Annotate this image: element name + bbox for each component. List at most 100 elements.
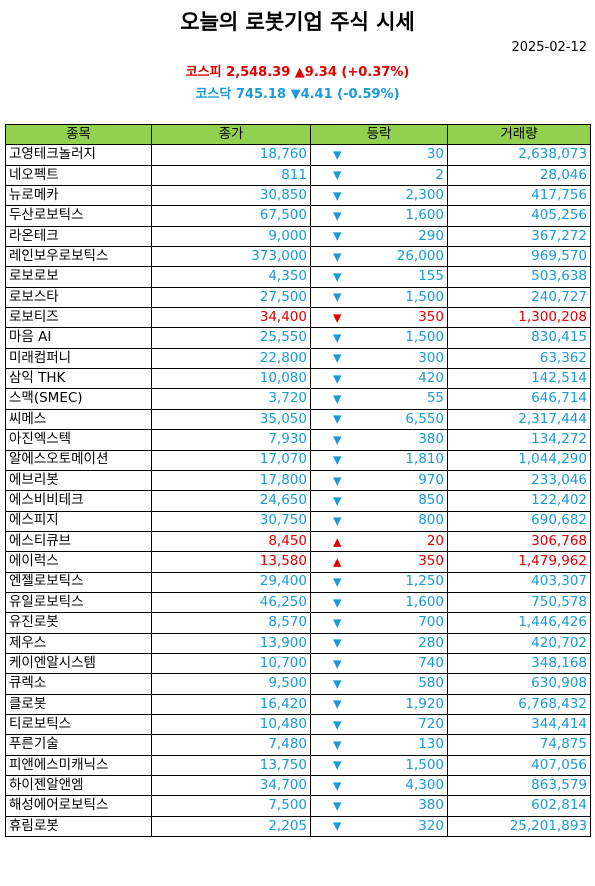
stock-change-cell: ▼ 300 <box>310 347 448 370</box>
stock-change: 740 <box>418 654 444 671</box>
stock-change: 970 <box>418 471 444 488</box>
stock-change: 1,500 <box>405 288 444 305</box>
stock-change: 1,810 <box>405 451 444 468</box>
stock-name: 하이젠알앤엠 <box>5 774 152 797</box>
stock-name: 피앤에스미캐닉스 <box>5 754 152 777</box>
stock-price: 35,050 <box>151 408 311 431</box>
stock-change-cell: ▼ 700 <box>310 612 448 634</box>
stock-change: 2 <box>435 166 444 183</box>
stock-name: 유일로보틱스 <box>5 591 152 614</box>
down-arrow-icon: ▼ <box>333 636 342 650</box>
stock-change-cell: ▼ 4,300 <box>310 774 448 797</box>
down-arrow-icon: ▼ <box>333 209 342 223</box>
stock-change-cell: ▼ 2 <box>310 164 448 187</box>
stock-name: 마음 AI <box>5 327 152 349</box>
down-arrow-icon: ▼ <box>333 575 342 589</box>
stock-volume: 403,307 <box>447 571 591 593</box>
stock-price: 30,850 <box>151 185 311 207</box>
down-arrow-icon: ▼ <box>333 677 342 691</box>
stock-change-cell: ▼ 1,500 <box>310 327 448 349</box>
down-arrow-icon: ▼ <box>333 412 342 426</box>
stock-change: 6,550 <box>405 410 444 427</box>
stock-name: 두산로보틱스 <box>5 205 152 227</box>
table-row: 고영테크놀러지 18,760 ▼ 30 2,638,073 <box>5 144 591 166</box>
stock-change-cell: ▼ 380 <box>310 429 448 451</box>
up-arrow-icon: ▲ <box>333 555 342 569</box>
down-arrow-icon: ▼ <box>333 657 342 671</box>
stock-change: 1,500 <box>405 756 444 773</box>
down-arrow-icon: ▼ <box>333 189 342 203</box>
down-arrow-icon: ▼ <box>333 351 342 365</box>
stock-volume: 367,272 <box>447 225 591 248</box>
stock-name: 로보스타 <box>5 286 152 309</box>
stock-name: 유진로봇 <box>5 612 152 634</box>
stock-price: 9,500 <box>151 673 311 695</box>
stock-volume: 750,578 <box>447 591 591 614</box>
stock-name: 로보티즈 <box>5 307 152 329</box>
stock-name: 삼익 THK <box>5 368 152 390</box>
stock-price: 8,450 <box>151 530 311 553</box>
index-value: 745.18 <box>235 87 287 102</box>
stock-volume: 74,875 <box>447 734 591 756</box>
down-arrow-icon: ▼ <box>333 718 342 732</box>
stock-price: 7,930 <box>151 429 311 451</box>
down-arrow-icon: ▼ <box>333 433 342 447</box>
index-name: 코스닥 <box>195 87 232 102</box>
stock-name: 알에스오토메이션 <box>5 449 152 471</box>
down-arrow-icon: ▼ <box>333 372 342 386</box>
down-arrow-icon: ▼ <box>333 311 342 325</box>
stock-change-cell: ▼ 55 <box>310 388 448 410</box>
stock-price: 13,750 <box>151 754 311 777</box>
stock-change-cell: ▼ 320 <box>310 815 448 838</box>
down-arrow-icon: ▼ <box>333 250 342 264</box>
stock-change: 350 <box>418 309 444 326</box>
stock-volume: 646,714 <box>447 388 591 410</box>
down-arrow-icon: ▼ <box>333 453 342 467</box>
table-row: 로보스타 27,500 ▼ 1,500 240,727 <box>5 286 591 309</box>
stock-change-cell: ▲ 350 <box>310 551 448 573</box>
stock-price: 67,500 <box>151 205 311 227</box>
down-arrow-icon: ▼ <box>333 331 342 345</box>
stock-price: 811 <box>151 164 311 187</box>
stock-name: 엔젤로보틱스 <box>5 571 152 593</box>
stock-change-cell: ▼ 2,300 <box>310 185 448 207</box>
stock-change-cell: ▼ 280 <box>310 632 448 654</box>
stock-volume: 407,056 <box>447 754 591 777</box>
stock-change-cell: ▼ 350 <box>310 307 448 329</box>
stock-volume: 2,317,444 <box>447 408 591 431</box>
table-row: 하이젠알앤엠 34,700 ▼ 4,300 863,579 <box>5 774 591 797</box>
down-arrow-icon: ▼ <box>333 148 342 162</box>
stock-name: 고영테크놀러지 <box>5 144 152 166</box>
kospi-summary: 코스피 2,548.39 ▲9.34 (+0.37%) <box>0 61 595 80</box>
table-row: 에스피지 30,750 ▼ 800 690,682 <box>5 510 591 532</box>
stock-volume: 6,768,432 <box>447 693 591 715</box>
stock-volume: 122,402 <box>447 490 591 512</box>
stock-name: 에스티큐브 <box>5 530 152 553</box>
stock-change: 800 <box>418 512 444 529</box>
stock-change: 350 <box>418 553 444 570</box>
table-row: 미래컴퍼니 22,800 ▼ 300 63,362 <box>5 347 591 370</box>
stock-price: 25,550 <box>151 327 311 349</box>
stock-change: 1,600 <box>405 207 444 224</box>
stock-change: 1,600 <box>405 593 444 610</box>
stock-price: 373,000 <box>151 246 311 268</box>
stock-change: 55 <box>426 390 444 407</box>
report-date: 2025-02-12 <box>511 40 587 55</box>
stock-change-cell: ▼ 130 <box>310 734 448 756</box>
stock-price: 34,400 <box>151 307 311 329</box>
table-row: 유진로봇 8,570 ▼ 700 1,446,426 <box>5 612 591 634</box>
stock-volume: 28,046 <box>447 164 591 187</box>
stock-volume: 503,638 <box>447 266 591 288</box>
stock-volume: 142,514 <box>447 368 591 390</box>
column-header-volume: 거래량 <box>447 123 591 146</box>
stock-change-cell: ▼ 970 <box>310 469 448 492</box>
stock-name: 아진엑스텍 <box>5 429 152 451</box>
stock-change: 155 <box>418 268 444 285</box>
stock-name: 큐렉소 <box>5 673 152 695</box>
stock-volume: 233,046 <box>447 469 591 492</box>
stock-change: 1,500 <box>405 329 444 346</box>
table-row: 큐렉소 9,500 ▼ 580 630,908 <box>5 673 591 695</box>
table-row: 알에스오토메이션 17,070 ▼ 1,810 1,044,290 <box>5 449 591 471</box>
stock-name: 휴림로봇 <box>5 815 152 838</box>
stock-change-cell: ▼ 290 <box>310 225 448 248</box>
